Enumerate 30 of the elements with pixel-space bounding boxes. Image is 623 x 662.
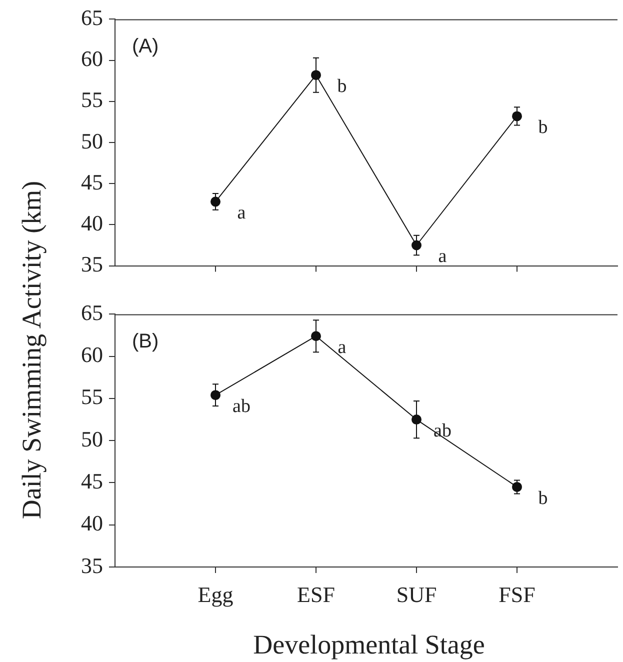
text: (B) — [132, 330, 159, 353]
y-tick-label: 60 — [81, 342, 103, 368]
annotation: a — [438, 246, 448, 268]
y-tick-label: 45 — [81, 169, 103, 194]
x-axis-title: Developmental Stage — [253, 630, 485, 660]
annotation: a — [237, 202, 246, 224]
annotation: ab — [232, 396, 250, 418]
y-tick-label: 40 — [81, 510, 103, 536]
y-axis-title: Daily Swimming Activity (km) — [16, 180, 48, 520]
y-tick-label: 50 — [81, 128, 103, 154]
y-tick-label: 45 — [81, 468, 103, 494]
x-tick-label: Egg — [198, 582, 234, 607]
y-tick-label: 55 — [81, 384, 103, 410]
annotation: b — [337, 76, 347, 98]
y-tick-label: 55 — [81, 87, 103, 112]
y-tick-label: 65 — [81, 300, 103, 325]
y-tick-label: 40 — [81, 210, 103, 236]
x-tick-label: FSF — [498, 582, 536, 607]
annotation: b — [538, 488, 548, 509]
y-tick-label: 50 — [81, 426, 103, 452]
y-tick-label: 35 — [81, 552, 103, 578]
x-tick-label: SUF — [396, 582, 437, 607]
y-tick-label: 35 — [81, 252, 103, 277]
annotation: ab — [434, 420, 452, 442]
y-tick-label: 65 — [81, 4, 103, 30]
text: (A) — [132, 36, 159, 58]
x-tick-label: ESF — [297, 582, 335, 607]
annotation: b — [538, 117, 548, 138]
y-tick-label: 60 — [81, 46, 103, 72]
annotation: a — [338, 337, 347, 358]
